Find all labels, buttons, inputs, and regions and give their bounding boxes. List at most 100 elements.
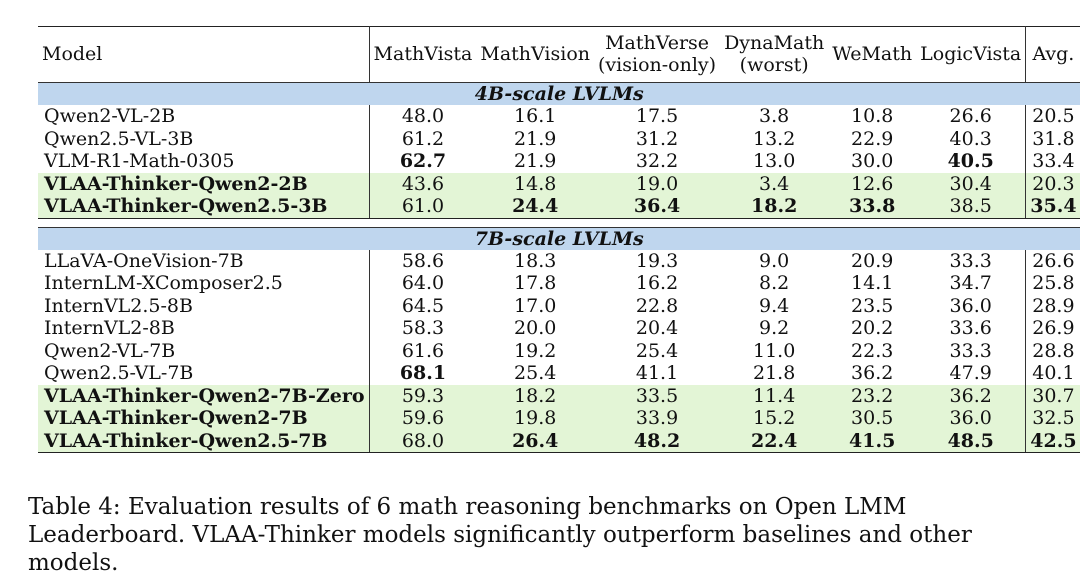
score-cell: 11.0 — [753, 339, 796, 362]
table-row: Qwen2.5-VL-3B 61.2 21.9 31.2 13.2 22.9 40.3 31.… — [38, 127, 1080, 150]
score-cell: 28.8 — [1025, 339, 1080, 362]
score-cell: 36.2 — [851, 362, 894, 385]
score-cell: 21.8 — [753, 362, 796, 385]
score-cell: 33.4 — [1025, 150, 1080, 173]
score-cell: 58.6 — [368, 249, 477, 272]
score-cell: 30.7 — [1025, 384, 1080, 407]
score-cell: 34.7 — [949, 272, 992, 295]
score-cell: 24.4 — [476, 195, 595, 219]
score-cell: 20.0 — [514, 317, 557, 340]
score-cell: 43.6 — [368, 172, 477, 195]
score-cell: 26.6 — [949, 105, 992, 128]
section-title: 7B-scale LVLMs — [38, 226, 1080, 250]
model-name-cell: VLAA-Thinker-Qwen2-7B — [38, 407, 370, 430]
score-cell: 9.0 — [759, 249, 790, 272]
score-cell: 68.0 — [368, 429, 477, 453]
score-cell: 48.0 — [368, 105, 477, 128]
score-cell: 19.0 — [594, 172, 721, 195]
section-header-row: 4B-scale LVLMs — [38, 82, 1080, 105]
score-cell: 8.2 — [759, 272, 790, 295]
score-cell: 21.9 — [514, 127, 557, 150]
score-cell: 36.4 — [594, 195, 721, 219]
score-cell: 41.5 — [828, 429, 917, 453]
score-cell: 3.4 — [720, 172, 829, 195]
score-cell: 16.1 — [514, 105, 557, 128]
score-cell: 22.3 — [851, 339, 894, 362]
model-name-cell: InternVL2.5-8B — [44, 294, 193, 317]
score-cell: 25.4 — [635, 339, 679, 362]
header-dynamath: DynaMath (worst) — [724, 32, 825, 76]
score-cell: 18.2 — [476, 384, 595, 407]
score-cell: 26.4 — [476, 429, 595, 453]
section-header-row: 7B-scale LVLMs — [38, 226, 1080, 250]
score-cell: 42.5 — [1025, 429, 1080, 453]
score-cell: 59.3 — [368, 384, 477, 407]
score-cell: 22.4 — [720, 429, 829, 453]
model-name-cell: Qwen2.5-VL-7B — [44, 362, 194, 385]
score-cell: 20.4 — [635, 317, 679, 340]
score-cell: 20.2 — [851, 317, 894, 340]
score-cell: 32.5 — [1025, 407, 1080, 430]
score-cell: 3.8 — [759, 105, 790, 128]
table-row: InternVL2-8B 58.3 20.0 20.4 9.2 20.2 33.6 26.9 — [38, 317, 1080, 340]
header-mathverse: MathVerse (vision-only) — [598, 32, 717, 76]
score-cell: 14.8 — [476, 172, 595, 195]
score-cell: 23.2 — [828, 384, 917, 407]
score-cell: 10.8 — [851, 105, 894, 128]
score-cell: 68.1 — [368, 362, 477, 385]
score-cell: 19.8 — [476, 407, 595, 430]
score-cell: 64.0 — [368, 272, 477, 295]
score-cell: 13.0 — [753, 150, 796, 173]
header-logicvista: LogicVista — [920, 43, 1022, 65]
score-cell: 41.1 — [635, 362, 679, 385]
model-name-cell: VLAA-Thinker-Qwen2-7B-Zero — [38, 384, 370, 407]
score-cell: 61.0 — [368, 195, 477, 219]
score-cell: 23.5 — [851, 294, 894, 317]
header-mathvista: MathVista — [368, 26, 477, 83]
score-cell: 16.2 — [635, 272, 679, 295]
score-cell: 33.5 — [594, 384, 721, 407]
score-cell: 20.9 — [851, 249, 894, 272]
score-cell: 22.8 — [635, 294, 679, 317]
score-cell: 59.6 — [368, 407, 477, 430]
table-row: Qwen2-VL-7B 61.6 19.2 25.4 11.0 22.3 33.3 28.8 — [38, 339, 1080, 362]
score-cell: 33.9 — [594, 407, 721, 430]
score-cell: 31.8 — [1025, 127, 1080, 150]
score-cell: 47.9 — [949, 362, 992, 385]
model-name-cell: VLAA-Thinker-Qwen2.5-7B — [38, 429, 370, 453]
table-row: VLAA-Thinker-Qwen2-7B 59.6 19.8 33.9 15.2 30.… — [38, 407, 1080, 430]
model-name-cell: InternVL2-8B — [44, 317, 175, 340]
score-cell: 9.4 — [759, 294, 790, 317]
score-cell: 30.0 — [851, 150, 894, 173]
table-row: InternVL2.5-8B 64.5 17.0 22.8 9.4 23.5 36.0 28.… — [38, 294, 1080, 317]
score-cell: 36.0 — [949, 294, 992, 317]
model-name-cell: InternLM-XComposer2.5 — [44, 272, 283, 295]
header-avg: Avg. — [1025, 26, 1080, 83]
score-cell: 26.9 — [1025, 317, 1080, 340]
model-name-cell: VLAA-Thinker-Qwen2-2B — [38, 172, 370, 195]
table-row: InternLM-XComposer2.5 64.0 17.8 16.2 8.2 14.1… — [38, 272, 1080, 295]
score-cell: 33.6 — [949, 317, 992, 340]
score-cell: 28.9 — [1025, 294, 1080, 317]
score-cell: 19.3 — [635, 249, 679, 272]
table-row: Qwen2-VL-2B 48.0 16.1 17.5 3.8 10.8 26.6 20.5 — [38, 105, 1080, 128]
section-gap-cell — [38, 218, 1080, 227]
score-cell: 58.3 — [368, 317, 477, 340]
table-row: VLAA-Thinker-Qwen2.5-3B 61.0 24.4 36.4 18.2 3… — [38, 195, 1080, 219]
score-cell: 40.1 — [1025, 362, 1080, 385]
table-row: VLAA-Thinker-Qwen2.5-7B 68.0 26.4 48.2 22.4 4… — [38, 429, 1080, 453]
table-row: VLAA-Thinker-Qwen2-2B 43.6 14.8 19.0 3.4 12.6… — [38, 172, 1080, 195]
score-cell: 26.6 — [1025, 249, 1080, 272]
score-cell: 30.4 — [916, 172, 1026, 195]
score-cell: 36.0 — [916, 407, 1026, 430]
score-cell: 61.2 — [368, 127, 477, 150]
score-cell: 20.3 — [1025, 172, 1080, 195]
score-cell: 38.5 — [916, 195, 1026, 219]
table-row: VLAA-Thinker-Qwen2-7B-Zero 59.3 18.2 33.5 11… — [38, 384, 1080, 407]
score-cell: 36.2 — [916, 384, 1026, 407]
header-mathvision: MathVision — [480, 43, 591, 65]
score-cell: 22.9 — [851, 127, 894, 150]
score-cell: 30.5 — [828, 407, 917, 430]
model-name-cell: Qwen2.5-VL-3B — [44, 127, 194, 150]
score-cell: 64.5 — [368, 294, 477, 317]
